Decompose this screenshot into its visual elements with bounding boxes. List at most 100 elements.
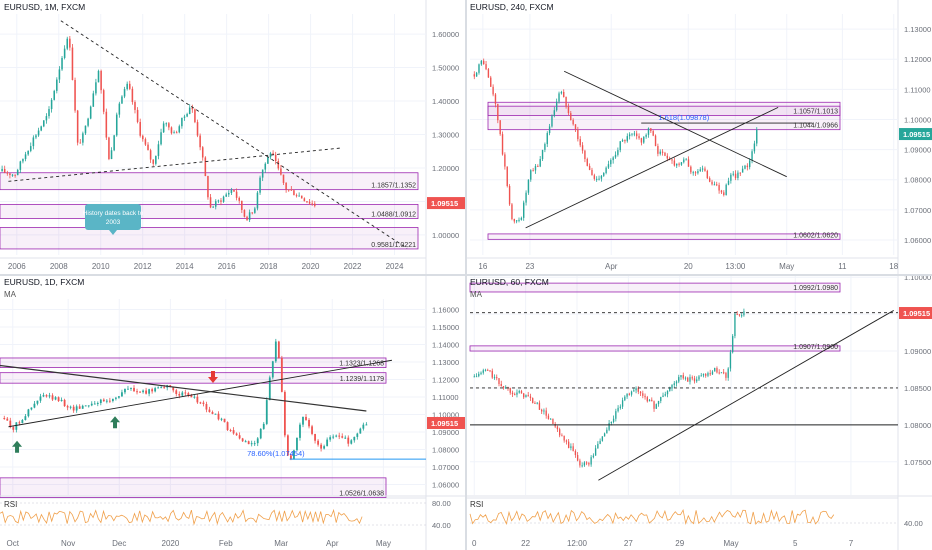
candle-body bbox=[491, 370, 493, 378]
candle-body bbox=[298, 195, 300, 197]
candle-body bbox=[188, 107, 191, 114]
candle-body bbox=[599, 440, 601, 444]
chart-pane-daily[interactable]: 1.16000 1.15000 1.14000 1.13000 1.12000 1.110… bbox=[0, 275, 466, 550]
candle-body bbox=[102, 399, 105, 402]
candle-body bbox=[271, 361, 274, 378]
chart-hourly[interactable]: 1.100001.095001.090001.085001.080001.075… bbox=[466, 275, 932, 550]
candle-body bbox=[214, 201, 217, 207]
chart-pane-4h[interactable]: 1.13000 1.12000 1.11000 1.10000 1.09000 1.080… bbox=[466, 0, 932, 275]
candle-body bbox=[187, 393, 190, 396]
candle-body bbox=[66, 406, 69, 408]
y-tick-label: 1.11000 bbox=[904, 85, 931, 94]
candle-body bbox=[9, 420, 12, 428]
candle-body bbox=[687, 159, 690, 167]
candle-body bbox=[359, 428, 362, 434]
candle-body bbox=[501, 134, 504, 155]
candle-body bbox=[478, 373, 480, 377]
zone-label: 1.0602/1.0620 bbox=[793, 232, 838, 239]
candle-body bbox=[707, 373, 709, 376]
candle-body bbox=[24, 416, 27, 420]
candle-body bbox=[168, 123, 170, 128]
candle-body bbox=[99, 399, 102, 404]
candle-body bbox=[277, 160, 280, 169]
candle-body bbox=[606, 429, 608, 434]
chart-pane-hourly[interactable]: 1.100001.095001.090001.085001.080001.075… bbox=[466, 275, 932, 550]
candle-body bbox=[608, 423, 610, 430]
candle-body bbox=[178, 126, 181, 133]
rsi-tick-label: 40.00 bbox=[432, 521, 451, 530]
candle-body bbox=[69, 38, 71, 48]
candle-body bbox=[565, 96, 567, 107]
candle-body bbox=[603, 433, 606, 437]
candle-body bbox=[478, 64, 480, 73]
candle-body bbox=[577, 129, 579, 140]
candle-body bbox=[341, 436, 344, 438]
candle-body bbox=[196, 122, 199, 136]
candle-body bbox=[718, 185, 720, 191]
candle-body bbox=[489, 370, 491, 372]
candle-body bbox=[194, 109, 196, 123]
candle-body bbox=[48, 109, 50, 117]
candle-body bbox=[199, 402, 202, 404]
candle-body bbox=[538, 402, 541, 410]
x-tick-label: 16 bbox=[478, 262, 487, 271]
candle-body bbox=[147, 144, 149, 151]
candle-body bbox=[628, 393, 630, 395]
candle-body bbox=[268, 377, 271, 401]
candle-body bbox=[520, 217, 523, 220]
y-tick-label: 1.08000 bbox=[904, 176, 931, 185]
candle-body bbox=[183, 116, 186, 118]
candle-body bbox=[308, 419, 310, 427]
y-tick-label: 1.16000 bbox=[432, 306, 459, 315]
candle-body bbox=[84, 125, 87, 134]
x-tick-label: Mar bbox=[274, 539, 288, 548]
candle-body bbox=[128, 83, 131, 89]
candle-body bbox=[597, 443, 599, 449]
candle-body bbox=[737, 172, 739, 179]
candle-body bbox=[716, 368, 718, 373]
candle-body bbox=[118, 103, 121, 115]
x-tick-label: 2016 bbox=[218, 262, 236, 271]
candle-body bbox=[561, 435, 563, 437]
chart-monthly[interactable]: 1.600001.500001.400001.300001.200001.100… bbox=[0, 0, 466, 275]
candle-body bbox=[40, 126, 42, 131]
candle-body bbox=[133, 387, 135, 392]
candle-body bbox=[285, 182, 287, 190]
candle-body bbox=[82, 133, 84, 143]
candle-body bbox=[16, 169, 19, 176]
candle-body bbox=[645, 134, 647, 137]
candle-body bbox=[696, 379, 698, 382]
candle-body bbox=[487, 69, 490, 78]
candle-body bbox=[108, 137, 110, 160]
candle-body bbox=[72, 406, 75, 411]
rsi-tick-label: 40.00 bbox=[904, 519, 923, 528]
candle-body bbox=[705, 374, 707, 376]
candle-body bbox=[79, 142, 82, 144]
candle-body bbox=[232, 430, 235, 434]
chart-4h[interactable]: 1.13000 1.12000 1.11000 1.10000 1.09000 1.080… bbox=[466, 0, 932, 275]
y-tick-label: 1.09000 bbox=[904, 146, 931, 155]
candle-body bbox=[640, 138, 643, 143]
chart-daily[interactable]: 1.16000 1.15000 1.14000 1.13000 1.12000 1.110… bbox=[0, 275, 466, 550]
candle-body bbox=[50, 99, 53, 110]
candle-body bbox=[115, 397, 117, 399]
candle-body bbox=[134, 102, 136, 110]
candle-body bbox=[136, 391, 138, 393]
candle-body bbox=[666, 390, 669, 395]
candle-body bbox=[311, 426, 313, 434]
candle-body bbox=[585, 462, 588, 464]
chart-pane-monthly[interactable]: 1.600001.500001.400001.300001.200001.100… bbox=[0, 0, 466, 275]
zone-label: 0.9581/1.0221 bbox=[371, 242, 416, 249]
candle-body bbox=[22, 159, 24, 162]
pane-divider-horizontal[interactable] bbox=[0, 274, 932, 276]
candle-body bbox=[196, 396, 199, 403]
candle-body bbox=[12, 427, 15, 430]
candle-body bbox=[24, 154, 27, 160]
candle-body bbox=[30, 407, 33, 410]
candle-body bbox=[729, 352, 732, 369]
candle-body bbox=[144, 139, 147, 145]
candle-body bbox=[251, 212, 254, 214]
candle-body bbox=[560, 91, 563, 94]
candle-body bbox=[514, 394, 516, 396]
candle-body bbox=[692, 172, 694, 174]
